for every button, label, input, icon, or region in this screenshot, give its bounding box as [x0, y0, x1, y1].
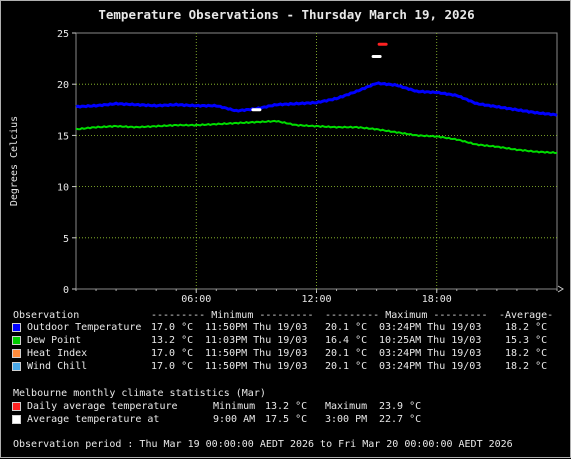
- climate-label: Daily average temperature: [27, 401, 178, 412]
- legend-min-time: 11:50PM Thu 19/03: [205, 361, 308, 372]
- legend-average: 18.2 °C: [505, 348, 548, 359]
- y-tick-label: 10: [57, 183, 69, 194]
- climate-label: Average temperature at: [27, 414, 160, 425]
- x-tick-label: 18:00: [422, 294, 452, 305]
- legend-min-value: 17.0 °C: [151, 348, 194, 359]
- legend-header-average: -Average-: [499, 310, 554, 321]
- legend-swatch-wind-chill: [12, 362, 21, 371]
- legend-max-value: 20.1 °C: [325, 348, 368, 359]
- legend-header-maximum: --------- Maximum ---------: [325, 310, 488, 321]
- observation-period: Observation period : Thu Mar 19 00:00:00…: [13, 439, 513, 450]
- climate-swatch-average-at: [12, 415, 21, 424]
- chart-title: Temperature Observations - Thursday Marc…: [98, 7, 475, 22]
- legend-swatch-heat-index: [12, 349, 21, 358]
- legend-name: Outdoor Temperature: [27, 322, 142, 333]
- legend-swatch-outdoor: [12, 323, 21, 332]
- climate-value-2: 22.7 °C: [379, 414, 422, 425]
- legend-min-time: 11:50PM Thu 19/03: [205, 322, 308, 333]
- legend-name: Dew Point: [27, 335, 82, 346]
- climate-swatch-daily-average: [12, 402, 21, 411]
- legend-average: 18.2 °C: [505, 322, 548, 333]
- climate-value-1: 13.2 °C: [265, 401, 308, 412]
- y-tick-label: 20: [57, 80, 69, 91]
- plot-area: [75, 32, 558, 290]
- y-tick-label: 15: [57, 131, 69, 142]
- legend-swatch-dew-point: [12, 336, 21, 345]
- legend-average: 15.3 °C: [505, 335, 548, 346]
- legend-min-value: 17.0 °C: [151, 361, 194, 372]
- legend-average: 18.2 °C: [505, 361, 548, 372]
- series-line-dew-point: [75, 119, 558, 155]
- x-tick-label: 12:00: [301, 294, 331, 305]
- x-axis-arrow: [557, 285, 564, 293]
- legend-min-value: 13.2 °C: [151, 335, 194, 346]
- climate-caption-2: Maximum: [325, 401, 368, 412]
- climate-value-2: 23.9 °C: [379, 401, 422, 412]
- climate-caption-1: 9:00 AM: [213, 414, 256, 425]
- climate-heading: Melbourne monthly climate statistics (Ma…: [13, 388, 266, 399]
- x-tick-label: 06:00: [181, 294, 211, 305]
- y-tick-label: 25: [57, 29, 69, 40]
- legend-name: Wind Chill: [27, 361, 88, 372]
- y-tick-label: 0: [63, 285, 69, 296]
- legend-max-value: 20.1 °C: [325, 322, 368, 333]
- series-line-outdoor-temperature: [75, 81, 558, 117]
- legend-max-time: 10:25AM Thu 19/03: [379, 335, 482, 346]
- climate-caption-2: 3:00 PM: [325, 414, 368, 425]
- legend-header-observation: Observation: [13, 310, 80, 321]
- legend-min-time: 11:50PM Thu 19/03: [205, 348, 308, 359]
- legend-name: Heat Index: [27, 348, 88, 359]
- legend-min-time: 11:03PM Thu 19/03: [205, 335, 308, 346]
- legend-max-value: 20.1 °C: [325, 361, 368, 372]
- climate-caption-1: Minimum: [213, 401, 256, 412]
- legend-max-time: 03:24PM Thu 19/03: [379, 348, 482, 359]
- legend-max-time: 03:24PM Thu 19/03: [379, 361, 482, 372]
- legend-header-minimum: --------- Minimum ---------: [151, 310, 314, 321]
- legend-max-time: 03:24PM Thu 19/03: [379, 322, 482, 333]
- climate-value-1: 17.5 °C: [265, 414, 308, 425]
- y-axis-label: Degrees Celcius: [9, 116, 20, 206]
- y-tick-label: 5: [63, 234, 69, 245]
- legend-max-value: 16.4 °C: [325, 335, 368, 346]
- legend-min-value: 17.0 °C: [151, 322, 194, 333]
